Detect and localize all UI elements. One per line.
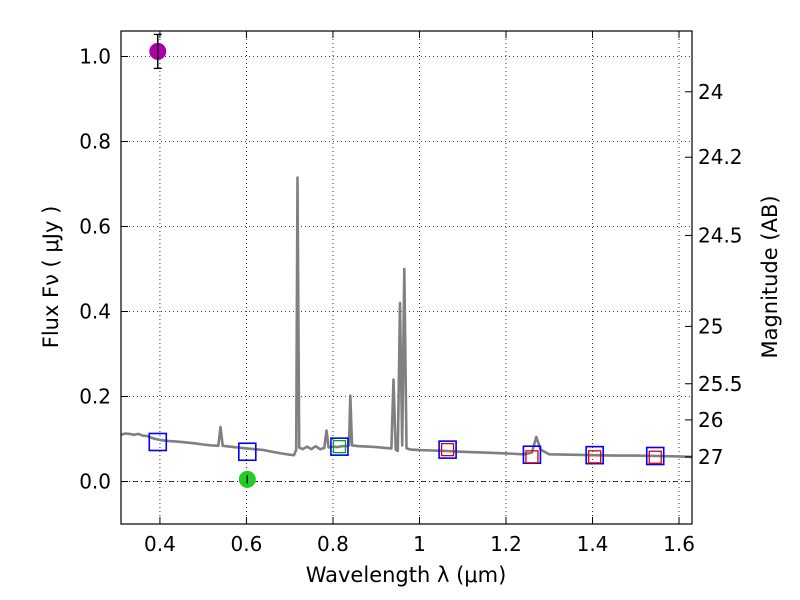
x-tick-label: 1.6 [663,532,695,556]
y-tick-label: 0.0 [79,470,111,494]
observed-photometry-square [440,442,455,457]
observed-photometry-square [332,439,347,454]
y-axis-label: Flux Fν ( μJy ) [39,206,63,349]
model-photometry-square [238,442,257,462]
x-tick-label: 1 [413,532,426,556]
y-tick-label: 0.4 [79,300,111,324]
x-axis-label: Wavelength λ (μm) [306,563,507,587]
y-tick-label: 0.6 [79,215,111,239]
y2-tick-label: 25.5 [698,372,743,396]
spectrum-line [120,176,693,459]
model-photometry-square [585,445,604,465]
plot-frame [120,30,693,525]
y-tick-label: 0.2 [79,385,111,409]
y2-tick-label: 25 [698,314,723,338]
axis-ticks: 0.4 0.6 0.8 1 1.2 1.4 1.6 0.0 0.2 0.4 0.6 0.8 1.0 24 2… [79,31,743,556]
y2-tick-label: 26 [698,408,723,432]
y-tick-label: 1.0 [79,45,111,69]
plot-area [120,33,693,488]
model-photometry-square [645,446,665,466]
observed-photometry-square [525,450,539,464]
model-photometry-square [148,432,168,452]
y2-tick-label: 24.5 [698,223,743,247]
y2-tick-label: 27 [698,445,723,469]
x-tick-label: 0.8 [317,532,349,556]
x-tick-label: 1.2 [490,532,522,556]
model-photometry-square [330,437,349,456]
model-photometry-square [438,440,457,459]
observed-photometry-square [588,450,602,464]
y-tick-label: 0.8 [79,130,111,154]
y2-axis-label: Magnitude (AB) [758,195,782,358]
x-tick-label: 1.4 [577,532,609,556]
y2-tick-label: 24.2 [698,145,743,169]
y2-tick-label: 24 [698,80,723,104]
x-tick-label: 0.4 [144,532,176,556]
observed-photometry-square [648,450,662,464]
x-tick-label: 0.6 [231,532,263,556]
